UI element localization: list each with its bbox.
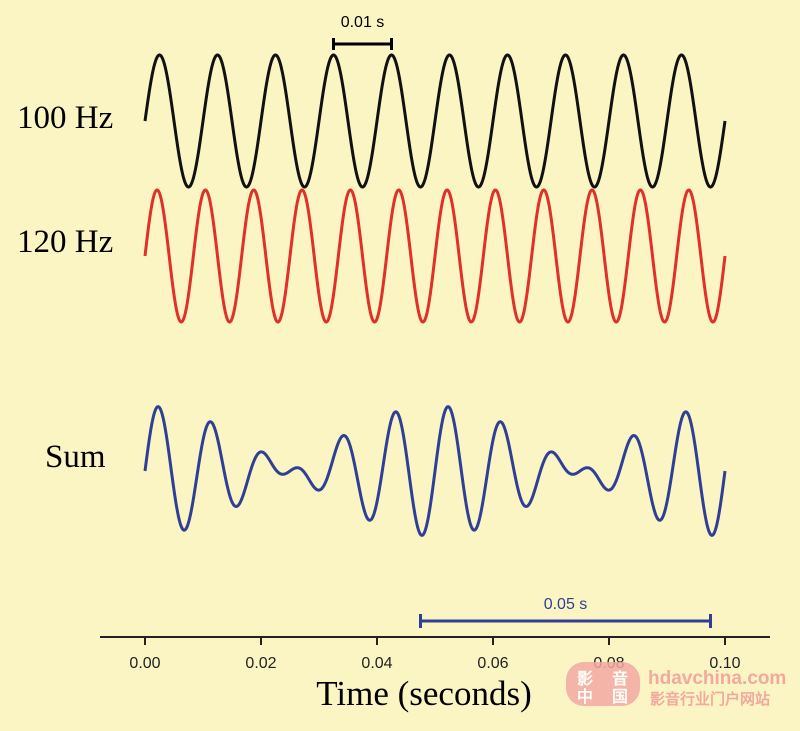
watermark: 影 音 中 国 hdavchina.com 影音行业门户网站	[566, 662, 786, 708]
series-label-sum: Sum	[45, 439, 106, 475]
x-axis-ticks: 0.000.020.040.060.080.10	[129, 637, 741, 672]
series-line-100hz	[143, 53, 727, 189]
watermark-logo-char-3: 中	[577, 687, 593, 706]
watermark-site: hdavchina.com	[648, 668, 786, 689]
period-bracket-label: 0.01 s	[341, 14, 385, 31]
series-line-sum	[143, 405, 727, 537]
period-bracket-0.01s: 0.01 s	[332, 14, 393, 50]
watermark-tagline: 影音行业门户网站	[650, 690, 770, 708]
beat-bracket-0.05s: 0.05 s	[419, 596, 712, 628]
watermark-logo-char-2: 音	[612, 669, 628, 688]
x-tick-label: 0.04	[361, 655, 392, 672]
x-tick-label: 0.10	[709, 655, 740, 672]
watermark-logo: 影 音 中 国	[566, 662, 640, 706]
beat-bracket-label: 0.05 s	[544, 596, 588, 613]
watermark-logo-char-4: 国	[612, 688, 628, 706]
x-tick-label: 0.00	[129, 655, 160, 672]
series-line-120hz	[143, 188, 727, 324]
series-label-120hz: 120 Hz	[17, 224, 113, 260]
series-label-100hz: 100 Hz	[17, 100, 113, 136]
x-tick-label: 0.02	[245, 655, 276, 672]
watermark-logo-char-1: 影	[577, 669, 593, 688]
x-axis-title: Time (seconds)	[316, 674, 532, 713]
x-tick-label: 0.06	[477, 655, 508, 672]
